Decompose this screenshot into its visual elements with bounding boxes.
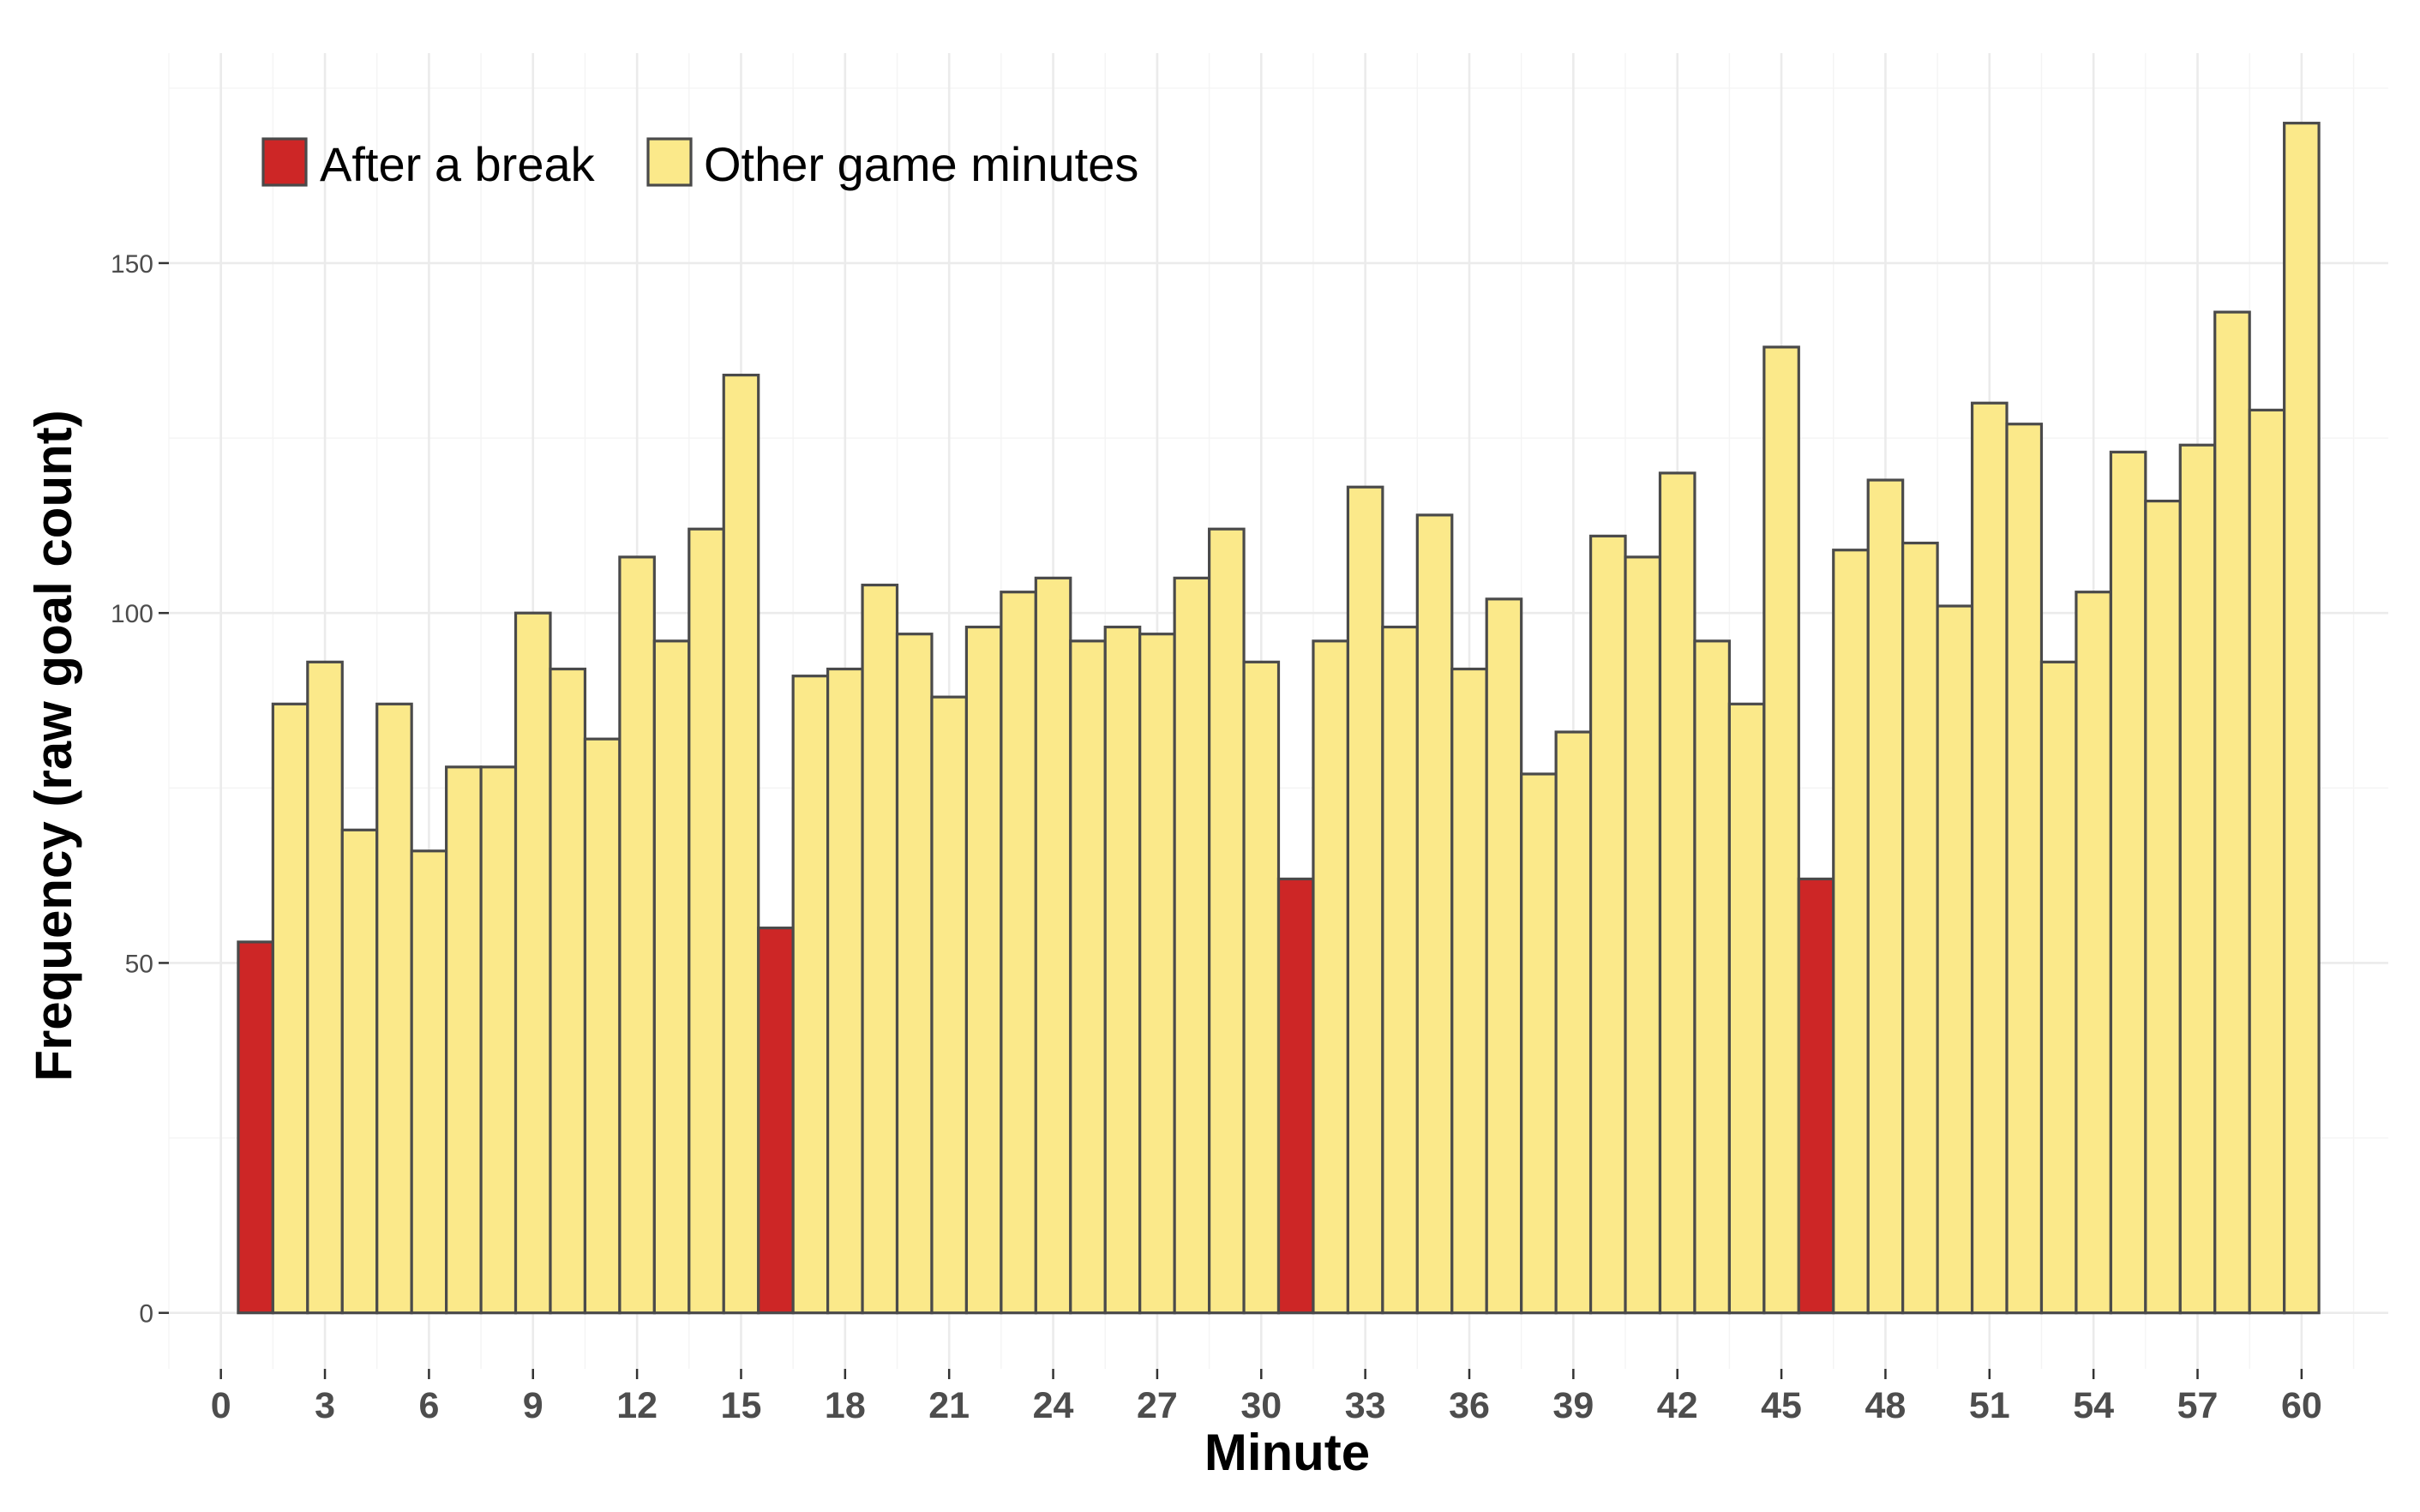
bar-minute-40 <box>1588 534 1627 1315</box>
x-tick-label: 54 <box>2073 1385 2114 1426</box>
y-tick-label: 100 <box>111 600 153 628</box>
x-tick-label: 6 <box>418 1385 439 1426</box>
y-tick-label: 150 <box>111 250 153 279</box>
legend: After a break Other game minutes <box>261 137 1138 191</box>
bar-minute-32 <box>1312 639 1350 1315</box>
x-tick-label: 51 <box>1969 1385 2010 1426</box>
x-axis: 0 3 6 9 12 15 18 21 24 27 30 33 36 39 42 45 48 51 54 57 60 <box>211 1369 2322 1426</box>
bar-minute-1 <box>237 940 274 1315</box>
bar-minute-20 <box>895 633 934 1315</box>
x-tick-label: 60 <box>2281 1385 2322 1426</box>
bar-minute-42 <box>1658 471 1696 1315</box>
y-axis: 0 50 100 150 <box>111 250 169 1329</box>
bar-minute-19 <box>861 583 899 1315</box>
x-tick-label: 24 <box>1033 1385 1074 1426</box>
bar-minute-14 <box>688 527 725 1315</box>
bar-minute-55 <box>2109 450 2147 1315</box>
y-tick-label: 50 <box>125 950 153 978</box>
y-tick-label: 0 <box>139 1300 153 1329</box>
bar-minute-27 <box>1138 633 1176 1315</box>
legend-label-other-game-minutes: Other game minutes <box>704 137 1138 191</box>
bar-minute-41 <box>1624 555 1662 1315</box>
x-axis-title: Minute <box>1204 1424 1370 1481</box>
bars <box>237 122 2321 1315</box>
bar-minute-12 <box>618 555 656 1315</box>
bar-minute-2 <box>271 702 309 1315</box>
bar-minute-52 <box>2005 423 2044 1315</box>
bar-minute-4 <box>340 828 379 1315</box>
bar-minute-56 <box>2144 499 2182 1315</box>
bar-minute-22 <box>964 625 1003 1315</box>
x-tick-label: 45 <box>1761 1385 1802 1426</box>
bar-minute-45 <box>1762 345 1800 1315</box>
bar-minute-28 <box>1173 576 1211 1315</box>
bar-minute-51 <box>1970 401 2009 1315</box>
bar-minute-3 <box>306 660 344 1315</box>
bar-minute-31 <box>1276 877 1315 1315</box>
x-tick-label: 48 <box>1865 1385 1907 1426</box>
bar-minute-9 <box>513 611 552 1315</box>
bar-minute-25 <box>1069 639 1107 1315</box>
bar-minute-10 <box>549 667 587 1315</box>
bar-minute-50 <box>1936 604 1974 1315</box>
y-axis-title: Frequency (raw goal count) <box>25 410 82 1081</box>
bar-minute-39 <box>1554 730 1593 1315</box>
legend-key-after-a-break <box>261 137 308 187</box>
x-tick-label: 3 <box>315 1385 335 1426</box>
bar-minute-30 <box>1242 660 1281 1315</box>
bar-minute-38 <box>1520 772 1558 1315</box>
x-tick-label: 21 <box>928 1385 970 1426</box>
x-tick-label: 18 <box>825 1385 866 1426</box>
bar-minute-11 <box>583 737 622 1315</box>
bar-minute-53 <box>2039 660 2078 1315</box>
x-tick-label: 27 <box>1137 1385 1178 1426</box>
bar-minute-47 <box>1832 549 1870 1315</box>
bar-minute-49 <box>1901 541 1939 1315</box>
x-tick-label: 42 <box>1657 1385 1698 1426</box>
bar-minute-48 <box>1866 478 1905 1315</box>
legend-key-other-game-minutes <box>646 137 693 187</box>
bar-minute-35 <box>1415 513 1454 1315</box>
bar-minute-33 <box>1346 485 1384 1315</box>
bar-minute-7 <box>445 765 483 1315</box>
bar-minute-23 <box>1000 591 1037 1315</box>
legend-label-after-a-break: After a break <box>320 137 596 191</box>
bar-minute-5 <box>375 702 413 1315</box>
bar-minute-24 <box>1034 576 1072 1315</box>
bar-minute-6 <box>410 849 448 1315</box>
bar-minute-17 <box>791 675 830 1315</box>
bar-minute-8 <box>479 765 518 1315</box>
bar-minute-21 <box>930 695 969 1315</box>
bar-minute-34 <box>1381 625 1419 1315</box>
x-tick-label: 30 <box>1240 1385 1282 1426</box>
bar-minute-26 <box>1103 625 1142 1315</box>
bar-minute-15 <box>722 373 760 1315</box>
x-tick-label: 9 <box>523 1385 543 1426</box>
bar-minute-18 <box>826 667 864 1315</box>
bar-minute-46 <box>1797 877 1835 1315</box>
x-tick-label: 33 <box>1345 1385 1386 1426</box>
bar-minute-37 <box>1485 597 1523 1315</box>
x-tick-label: 39 <box>1552 1385 1594 1426</box>
bar-minute-57 <box>2178 443 2217 1315</box>
x-tick-label: 0 <box>211 1385 231 1426</box>
bar-minute-54 <box>2075 591 2112 1315</box>
x-tick-label: 15 <box>721 1385 762 1426</box>
x-tick-label: 12 <box>616 1385 658 1426</box>
bar-minute-43 <box>1693 639 1731 1315</box>
bar-minute-29 <box>1207 527 1246 1315</box>
bar-minute-60 <box>2283 122 2321 1315</box>
bar-minute-58 <box>2213 310 2251 1315</box>
x-tick-label: 57 <box>2177 1385 2219 1426</box>
bar-minute-36 <box>1450 667 1488 1315</box>
bar-minute-59 <box>2248 408 2286 1315</box>
bar-minute-44 <box>1727 702 1766 1315</box>
x-tick-label: 36 <box>1449 1385 1490 1426</box>
bar-minute-16 <box>757 927 795 1315</box>
bar-minute-13 <box>652 639 691 1315</box>
